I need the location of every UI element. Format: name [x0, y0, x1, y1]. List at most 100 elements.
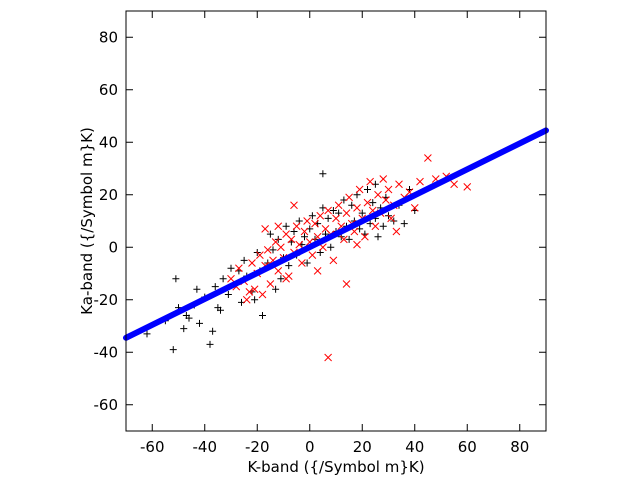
cross-point: [334, 201, 343, 210]
plus-point: [324, 214, 332, 222]
plus-point: [240, 256, 248, 264]
point-stroke: [316, 211, 325, 220]
cross-point: [324, 353, 332, 362]
y-tick-label: -60: [94, 396, 119, 414]
point-stroke: [313, 232, 322, 241]
cross-point: [295, 240, 304, 249]
plus-point: [172, 275, 180, 283]
point-stroke: [250, 285, 259, 294]
cross-point: [329, 256, 338, 265]
cross-point: [463, 183, 472, 191]
point-stroke: [342, 209, 351, 217]
point-stroke: [350, 227, 359, 236]
point-stroke: [392, 227, 401, 236]
cross-point: [355, 185, 364, 194]
cross-point: [290, 201, 298, 210]
y-tick-label: 0: [108, 238, 118, 256]
plus-point: [364, 186, 371, 193]
point-stroke: [363, 198, 372, 207]
cross-point: [392, 227, 401, 236]
plus-point: [266, 230, 274, 238]
cross-point: [258, 290, 267, 299]
cross-point: [366, 177, 374, 186]
plus-point: [209, 327, 217, 335]
point-stroke: [361, 232, 369, 241]
point-stroke: [305, 238, 314, 246]
point-stroke: [311, 219, 319, 228]
point-stroke: [410, 204, 419, 212]
point-stroke: [384, 185, 393, 194]
point-stroke: [295, 240, 304, 249]
cross-point: [379, 175, 388, 183]
cross-point: [298, 259, 306, 267]
plus-point: [345, 235, 353, 243]
plot-frame: [125, 10, 547, 432]
point-stroke: [395, 180, 403, 189]
plus-point: [206, 340, 214, 348]
cross-point: [424, 154, 432, 162]
cross-point: [374, 190, 382, 199]
plus-point: [277, 275, 285, 283]
point-stroke: [324, 353, 332, 362]
fit-line: [123, 127, 549, 341]
plus-point: [182, 312, 190, 319]
point-stroke: [379, 175, 388, 183]
cross-point: [300, 227, 309, 236]
point-stroke: [277, 243, 285, 252]
cross-point: [263, 246, 272, 254]
point-stroke: [256, 251, 264, 259]
x-tick-label: 40: [405, 438, 424, 456]
point-stroke: [321, 225, 330, 233]
plus-point: [193, 285, 201, 293]
point-stroke: [374, 190, 382, 199]
cross-point: [256, 251, 264, 259]
point-stroke: [258, 290, 267, 299]
cross-point: [287, 235, 296, 244]
cross-point: [308, 251, 317, 259]
point-stroke: [450, 180, 458, 189]
cross-point: [345, 193, 353, 202]
plus-point: [227, 264, 235, 272]
cross-point: [353, 204, 361, 212]
plus-point: [272, 285, 280, 293]
point-stroke: [290, 201, 298, 210]
cross-point: [242, 295, 251, 304]
plus-point: [303, 259, 311, 267]
cross-point: [313, 267, 322, 275]
point-stroke: [353, 204, 361, 212]
cross-point: [342, 280, 351, 288]
point-stroke: [324, 206, 332, 215]
point-stroke: [235, 264, 243, 273]
y-tick-label: 40: [99, 133, 118, 151]
cross-point: [363, 198, 372, 207]
plus-point: [285, 262, 293, 270]
point-stroke: [329, 256, 338, 265]
point-stroke: [292, 222, 301, 231]
cross-point: [387, 214, 395, 223]
point-stroke: [274, 222, 283, 231]
point-stroke: [282, 274, 290, 283]
plus-point: [224, 291, 232, 298]
cross-point: [361, 232, 369, 241]
cross-point: [274, 222, 283, 231]
plus-point: [219, 275, 227, 283]
plus-point: [143, 330, 151, 338]
point-stroke: [431, 175, 440, 183]
plus-point: [211, 283, 219, 291]
point-stroke: [405, 188, 414, 196]
cross-point: [371, 222, 380, 231]
point-stroke: [340, 235, 348, 244]
point-stroke: [355, 185, 364, 194]
cross-point: [292, 222, 301, 231]
point-stroke: [227, 274, 235, 283]
point-stroke: [300, 227, 309, 236]
point-stroke: [387, 214, 395, 223]
x-tick-label: 80: [510, 438, 529, 456]
cross-point: [250, 285, 259, 294]
plus-point: [269, 246, 277, 254]
y-tick-label: 60: [99, 81, 118, 99]
x-axis-label: K-band ({/Symbol m}K): [247, 458, 424, 476]
cross-point: [248, 259, 256, 267]
